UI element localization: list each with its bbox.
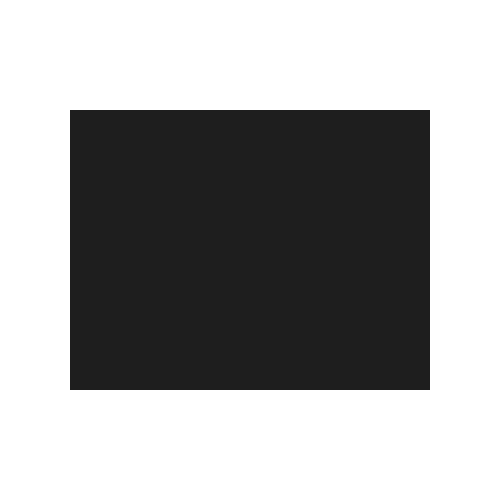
dark-rectangle [70,110,430,390]
